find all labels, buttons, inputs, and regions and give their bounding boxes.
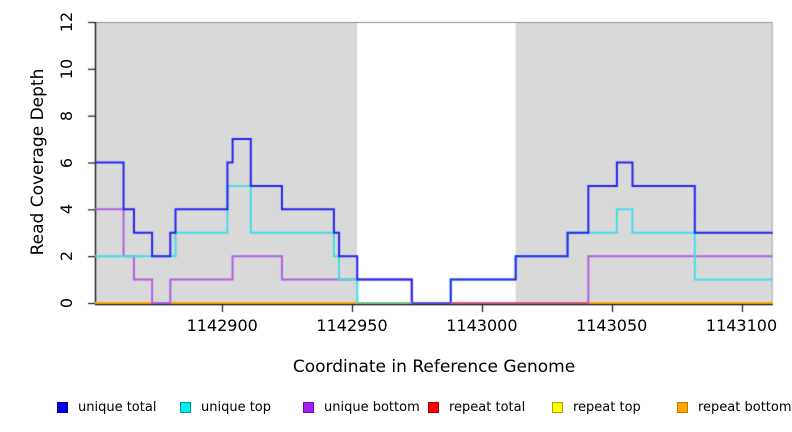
legend-item-repeat-bottom: repeat bottom bbox=[677, 399, 792, 415]
y-tick-label: 12 bbox=[57, 11, 76, 33]
legend-label: repeat total bbox=[449, 399, 526, 415]
legend-swatch bbox=[677, 401, 688, 413]
legend-item-repeat-top: repeat top bbox=[552, 399, 641, 415]
legend-label: unique bottom bbox=[324, 399, 420, 415]
legend-swatch bbox=[57, 401, 68, 413]
legend-label: repeat top bbox=[573, 399, 641, 415]
legend-label: unique total bbox=[78, 399, 157, 415]
legend-swatch bbox=[180, 401, 191, 413]
x-axis-title: Coordinate in Reference Genome bbox=[292, 357, 576, 377]
legend-swatch bbox=[303, 401, 314, 413]
x-tick-label: 1142900 bbox=[186, 316, 258, 335]
legend-label: unique top bbox=[201, 399, 272, 415]
y-tick-label: 2 bbox=[57, 251, 76, 262]
y-tick-label: 0 bbox=[57, 297, 76, 309]
legend-label: repeat bottom bbox=[698, 399, 792, 415]
x-tick-label: 1143100 bbox=[705, 316, 778, 335]
legend-item-unique-total: unique total bbox=[57, 399, 156, 415]
legend-item-unique-top: unique top bbox=[180, 399, 271, 415]
x-tick-label: 1143000 bbox=[446, 316, 518, 335]
y-axis-title: Read Coverage Depth bbox=[28, 68, 48, 256]
x-tick-label: 1142950 bbox=[316, 316, 388, 335]
legend-item-repeat-total: repeat total bbox=[428, 399, 525, 415]
legend-item-unique-bottom: unique bottom bbox=[303, 399, 420, 415]
y-tick-label: 6 bbox=[57, 157, 76, 168]
y-tick-label: 10 bbox=[57, 58, 76, 80]
legend-swatch bbox=[428, 401, 439, 413]
x-tick-label: 1143050 bbox=[576, 316, 648, 335]
legend-swatch bbox=[552, 401, 563, 413]
y-tick-label: 4 bbox=[57, 204, 76, 215]
y-tick-label: 8 bbox=[57, 110, 76, 121]
